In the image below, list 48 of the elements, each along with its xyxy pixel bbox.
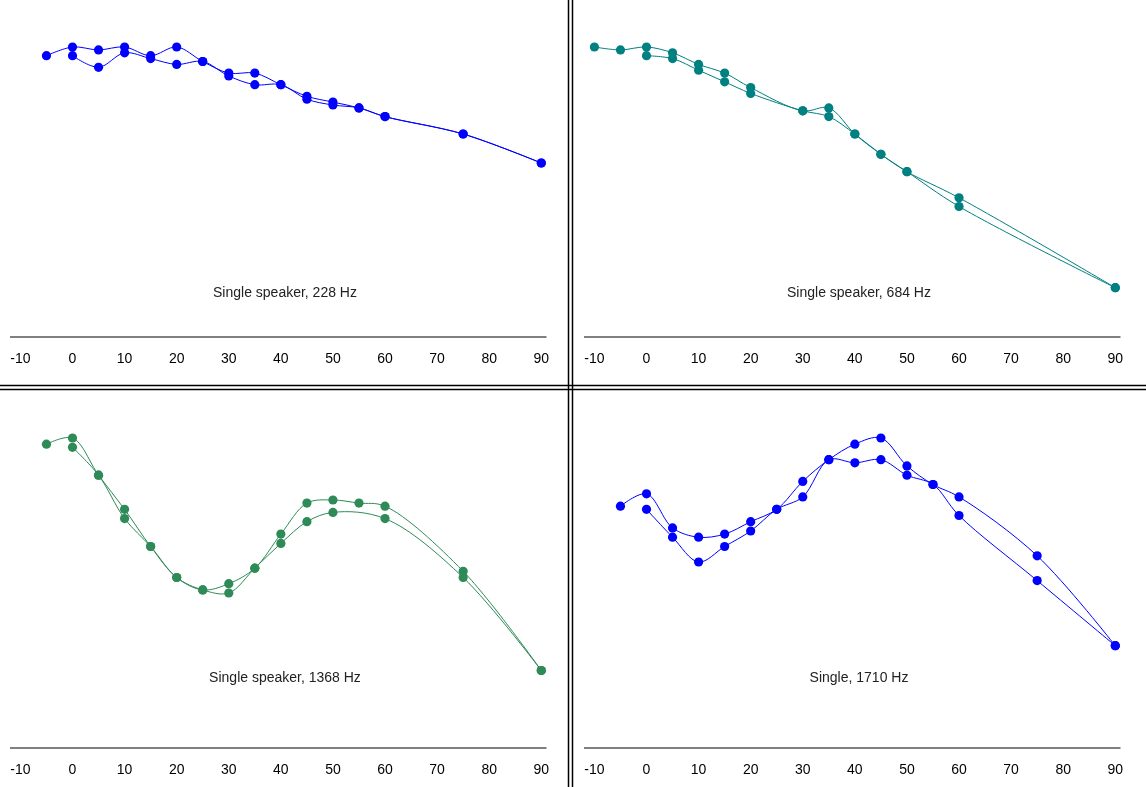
x-tick-label: 10 xyxy=(690,761,707,777)
x-tick-label: 80 xyxy=(1055,761,1072,777)
x-tick-label: 60 xyxy=(377,350,394,366)
text: Single speaker, 684 Hz xyxy=(787,284,931,300)
x-tick-label: 80 xyxy=(481,761,498,777)
x-tick-label: 20 xyxy=(168,761,185,777)
x-tick-label: 40 xyxy=(273,350,289,366)
x-tick-label: 80 xyxy=(1055,350,1072,366)
x-tick-label: 30 xyxy=(794,761,811,777)
text: Single speaker, 1368 Hz xyxy=(209,669,361,685)
x-tick-label: 30 xyxy=(220,350,237,366)
x-tick-label: 70 xyxy=(1003,761,1020,777)
x-tick-label: 0 xyxy=(68,350,77,366)
x-tick-label: 70 xyxy=(1003,350,1020,366)
x-tick-label: 0 xyxy=(642,350,651,366)
x-tick-label: 70 xyxy=(429,350,446,366)
x-tick-label: 20 xyxy=(742,761,759,777)
x-tick-label: 90 xyxy=(1107,761,1124,777)
x-tick-label: 20 xyxy=(742,350,759,366)
text: Single, 1710 Hz xyxy=(809,669,909,685)
x-tick-label: 30 xyxy=(794,350,811,366)
x-tick-label: 60 xyxy=(951,350,968,366)
x-tick-label: 30 xyxy=(220,761,237,777)
x-tick-label: 10 xyxy=(690,350,707,366)
x-tick-label: 90 xyxy=(533,350,550,366)
x-tick-label: 50 xyxy=(325,761,341,777)
x-tick-label: -10 xyxy=(584,761,605,777)
x-tick-label: 50 xyxy=(325,350,341,366)
text: Single speaker, 228 Hz xyxy=(213,284,357,300)
x-tick-label: 50 xyxy=(899,350,915,366)
x-tick-label: 90 xyxy=(533,761,550,777)
x-tick-label: 80 xyxy=(481,350,498,366)
x-tick-label: 10 xyxy=(116,350,133,366)
x-tick-label: 10 xyxy=(116,761,133,777)
x-tick-label: 40 xyxy=(847,350,863,366)
x-tick-label: 20 xyxy=(168,350,185,366)
x-tick-label: 90 xyxy=(1107,350,1124,366)
x-tick-label: -10 xyxy=(584,350,605,366)
x-tick-label: 60 xyxy=(951,761,968,777)
x-tick-label: 70 xyxy=(429,761,446,777)
x-tick-label: 60 xyxy=(377,761,394,777)
x-tick-label: 40 xyxy=(273,761,289,777)
x-tick-label: 0 xyxy=(642,761,651,777)
x-tick-label: -10 xyxy=(10,761,31,777)
x-tick-label: 0 xyxy=(68,761,77,777)
x-tick-label: 40 xyxy=(847,761,863,777)
x-tick-label: 50 xyxy=(899,761,915,777)
x-tick-label: -10 xyxy=(10,350,31,366)
